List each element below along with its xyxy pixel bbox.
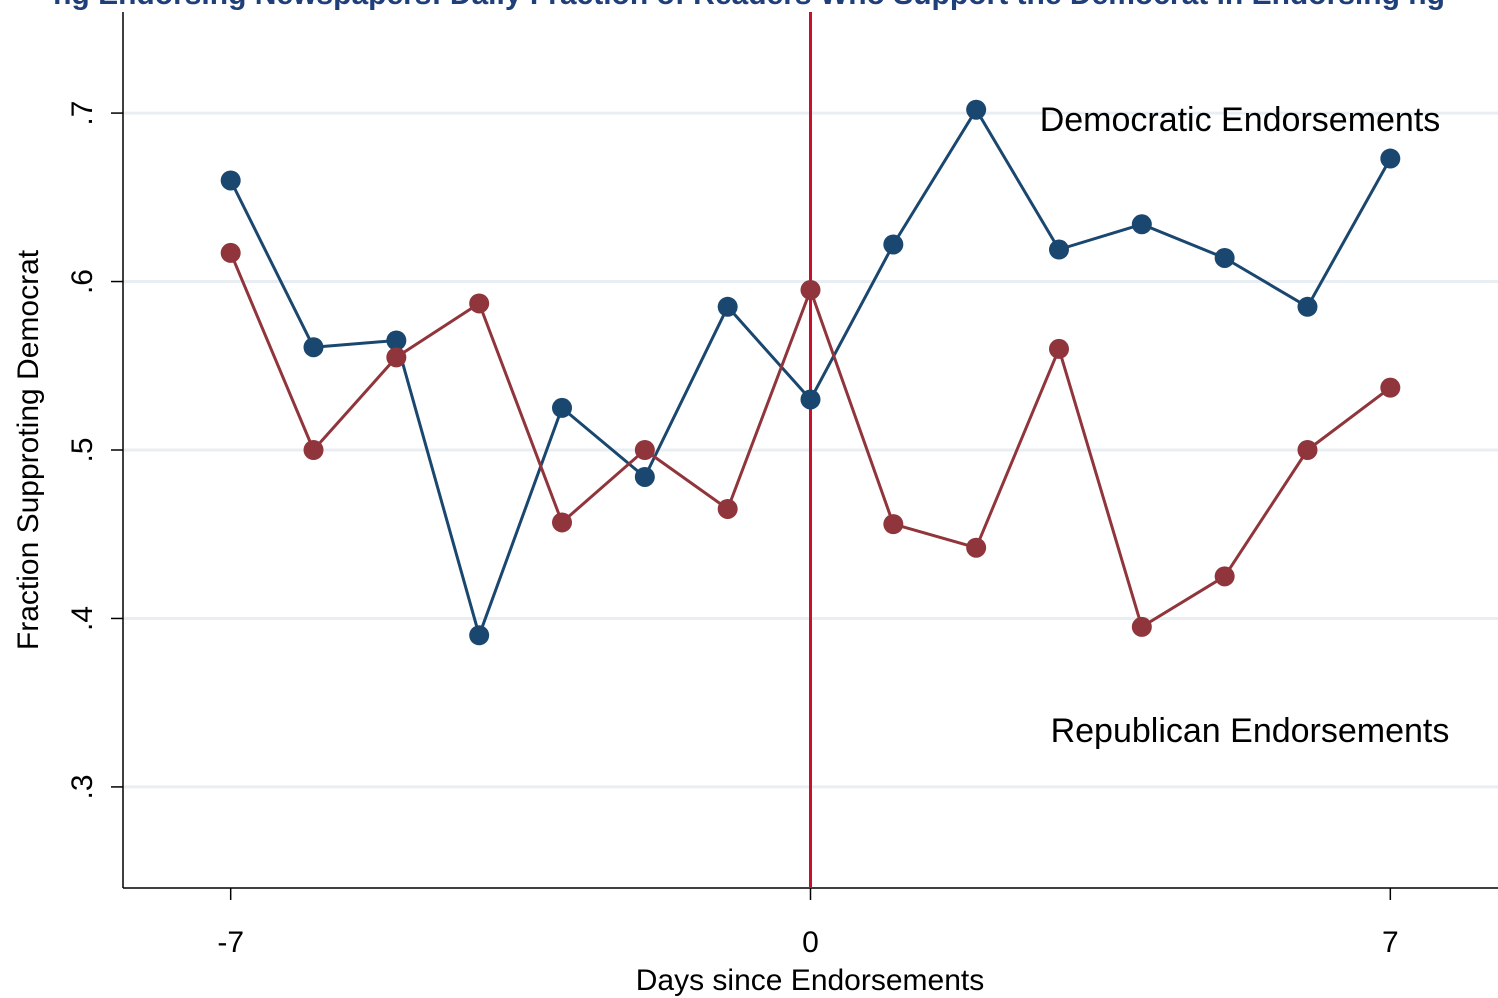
- series-2-point: [303, 440, 324, 460]
- series-2-point: [634, 440, 655, 460]
- series-1-point: [1048, 239, 1069, 260]
- x-tick-label: 7: [1382, 926, 1399, 959]
- series-2-point: [800, 279, 821, 300]
- series-1-point: [552, 397, 573, 418]
- series-1-point: [717, 296, 738, 317]
- tick-labels: .3 .4 .5 .6 .7 -7 0 7: [66, 101, 1399, 959]
- series-2-point: [386, 347, 407, 368]
- series-1-point: [220, 170, 241, 191]
- annotations: Democratic Endorsements Republican Endors…: [1040, 101, 1450, 750]
- series-2-point: [220, 242, 241, 263]
- y-tick-label: .7: [66, 101, 99, 126]
- annotation-1: Democratic Endorsements: [1040, 101, 1441, 139]
- series-group: [220, 99, 1401, 646]
- series-2-point: [552, 512, 573, 533]
- x-axis-title: Days since Endorsements: [636, 964, 985, 997]
- y-tick-label: .5: [66, 437, 99, 462]
- series-1-point: [966, 99, 987, 120]
- series-2-point: [1131, 616, 1152, 637]
- annotation-2: Republican Endorsements: [1051, 712, 1450, 750]
- series-1-point: [800, 389, 821, 410]
- y-tick-label: .6: [66, 269, 99, 294]
- series-1-point: [469, 625, 490, 646]
- series-2-point: [883, 514, 904, 535]
- series-2-point: [1048, 338, 1069, 359]
- y-tick-label: .4: [66, 606, 99, 631]
- chart-title-clipped: ng Endorsing Newspapers: Daily Fraction …: [53, 0, 1445, 11]
- series-1-point: [1214, 247, 1235, 268]
- series-2-point: [966, 537, 987, 558]
- x-tick-label: 0: [802, 926, 819, 959]
- y-axis-title: Fraction Supproting Democrat: [12, 249, 45, 650]
- series-1-point: [883, 234, 904, 255]
- series-1-point: [1380, 148, 1401, 169]
- series-1-point: [634, 466, 655, 487]
- series-1-point: [1131, 214, 1152, 235]
- series-2-point: [469, 293, 490, 314]
- series-1-point: [303, 337, 324, 358]
- x-tick-label: -7: [217, 926, 244, 959]
- series-2-point: [1297, 440, 1318, 460]
- series-1-point: [386, 330, 407, 351]
- series-2-point: [1214, 566, 1235, 587]
- y-tick-label: .3: [66, 774, 99, 799]
- series-1-point: [1297, 296, 1318, 317]
- series-2-point: [1380, 377, 1401, 398]
- series-2-point: [717, 498, 738, 519]
